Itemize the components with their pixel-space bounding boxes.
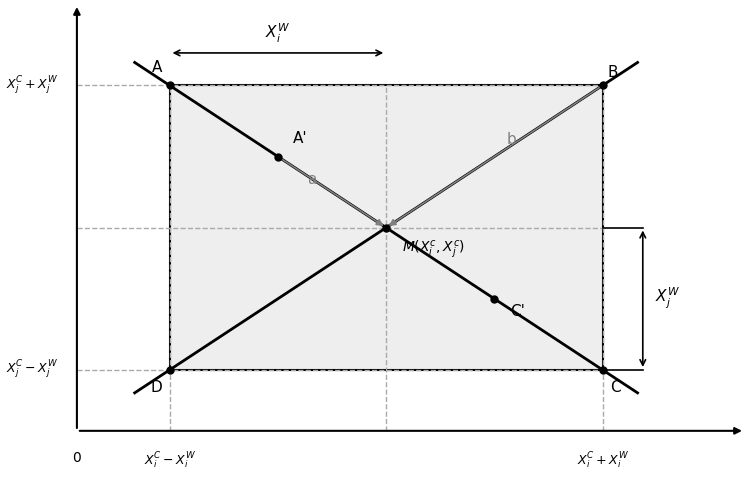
Text: C': C' xyxy=(510,304,525,319)
Text: D: D xyxy=(151,380,162,395)
Text: b: b xyxy=(507,132,517,147)
Text: A': A' xyxy=(294,131,308,146)
Text: $M(X_i^c,X_j^c)$: $M(X_i^c,X_j^c)$ xyxy=(401,238,464,260)
Text: $X_i^C + X_i^W$: $X_i^C + X_i^W$ xyxy=(577,451,628,471)
Text: C: C xyxy=(610,380,621,395)
Text: A: A xyxy=(151,60,162,75)
Polygon shape xyxy=(170,86,603,370)
Text: $X_j^W$: $X_j^W$ xyxy=(655,286,680,311)
Text: $X_j^C - X_j^W$: $X_j^C - X_j^W$ xyxy=(6,359,58,381)
Text: $X_i^W$: $X_i^W$ xyxy=(265,22,291,45)
Text: a: a xyxy=(307,172,317,187)
Text: $X_j^C + X_j^W$: $X_j^C + X_j^W$ xyxy=(6,75,58,97)
Text: $X_i^C - X_i^W$: $X_i^C - X_i^W$ xyxy=(144,451,195,471)
Text: 0: 0 xyxy=(73,451,82,465)
Text: B: B xyxy=(607,65,618,80)
